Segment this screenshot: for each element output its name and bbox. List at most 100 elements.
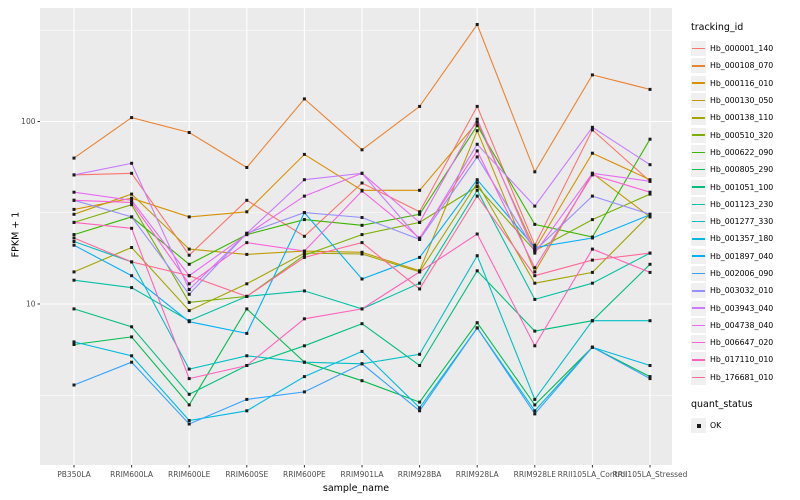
legend-key-box [691,93,706,109]
legend-key-box [691,162,706,178]
x-tick-label: RRIM928BA [398,470,443,479]
y-tick-label: 100 [21,117,36,126]
legend-line-glyph [692,151,705,154]
data-point [475,142,479,146]
legend-item-label: Hb_000130_050 [710,96,774,106]
x-tick-label: RRIM600LA [110,470,154,479]
data-point [72,343,76,346]
data-point [360,252,364,256]
data-point [418,212,422,216]
data-point [72,243,76,247]
data-point [72,173,76,177]
data-point [533,397,537,401]
data-point [187,422,191,426]
data-point [418,220,422,224]
legend-line-glyph [692,47,705,50]
data-point [533,246,537,249]
data-point [418,352,422,356]
legend-line-glyph [692,255,705,257]
data-point [302,234,306,238]
x-tick-label: RRIM901LA [341,470,385,479]
legend-item-label: Hb_006647_020 [710,338,774,348]
legend-line-glyph [692,290,705,292]
data-point [302,253,306,257]
legend-item-Hb_000001_140: Hb_000001_140 [691,40,799,57]
data-point [533,222,537,226]
legend-item-label: Hb_176681_010 [710,372,774,382]
data-point [418,236,422,240]
data-point [418,287,422,291]
legend-item-label: Hb_004738_040 [710,320,774,330]
data-point [245,282,249,286]
legend-key-box [691,352,706,368]
data-point [302,251,306,255]
data-point [418,400,422,404]
data-point [360,216,364,219]
data-point [475,117,479,121]
data-point [475,129,479,133]
data-point [418,210,422,214]
data-point [418,104,422,108]
data-point [475,188,479,192]
x-tick-label: RRIM600SE [225,470,268,479]
data-point [590,218,594,222]
y-axis-title: FPKM + 1 [10,211,22,258]
data-point [245,307,249,311]
legend-key-box [691,110,706,126]
data-point [648,251,652,255]
data-point [590,173,594,177]
data-point [302,360,306,364]
legend-line-glyph [692,307,705,309]
data-point [533,247,537,251]
x-tick-label: RRIM600PE [283,470,326,479]
data-point [533,281,537,285]
data-point [130,360,134,364]
data-point [533,344,537,348]
legend-line-glyph [692,186,705,188]
legend-item-Hb_017110_010: Hb_017110_010 [691,351,799,368]
data-point [302,218,306,222]
data-point [475,185,479,189]
data-point [360,171,364,175]
data-point [187,274,191,278]
data-point [590,171,594,175]
x-axis-title: sample_name [322,483,390,494]
legend-item-Hb_001277_330: Hb_001277_330 [691,213,799,230]
data-point [245,397,249,401]
data-point [648,215,652,219]
data-point [130,325,134,329]
data-point [130,203,134,207]
data-point [533,251,537,255]
data-point [590,125,594,129]
legend-key-box [691,41,706,57]
data-point [533,403,537,407]
legend-item-label: Hb_001357_180 [710,234,774,244]
data-point [590,236,594,240]
legend-item-label: Hb_003032_010 [710,286,774,296]
data-point [245,166,249,169]
data-point [533,170,537,174]
data-point [187,320,191,324]
data-point [475,178,479,182]
legend-item-label: Hb_001277_330 [710,217,774,227]
x-tick-label: RRII105LA_Control [558,470,628,479]
legend-line-glyph [692,220,705,223]
data-point [590,128,594,132]
legend-key-box [691,369,706,385]
data-point [475,155,479,159]
legend-line-glyph [692,99,705,102]
legend-line-glyph [692,359,705,361]
data-point [72,233,76,237]
legend-item-Hb_003943_040: Hb_003943_040 [691,299,799,316]
data-point [590,194,594,198]
data-point [590,281,594,285]
data-point [187,300,191,304]
data-point [648,137,652,141]
data-point [360,349,364,353]
legend-line-glyph [692,272,705,275]
data-point [302,344,306,348]
data-point [360,181,364,185]
data-point [590,247,594,251]
data-point [533,266,537,270]
